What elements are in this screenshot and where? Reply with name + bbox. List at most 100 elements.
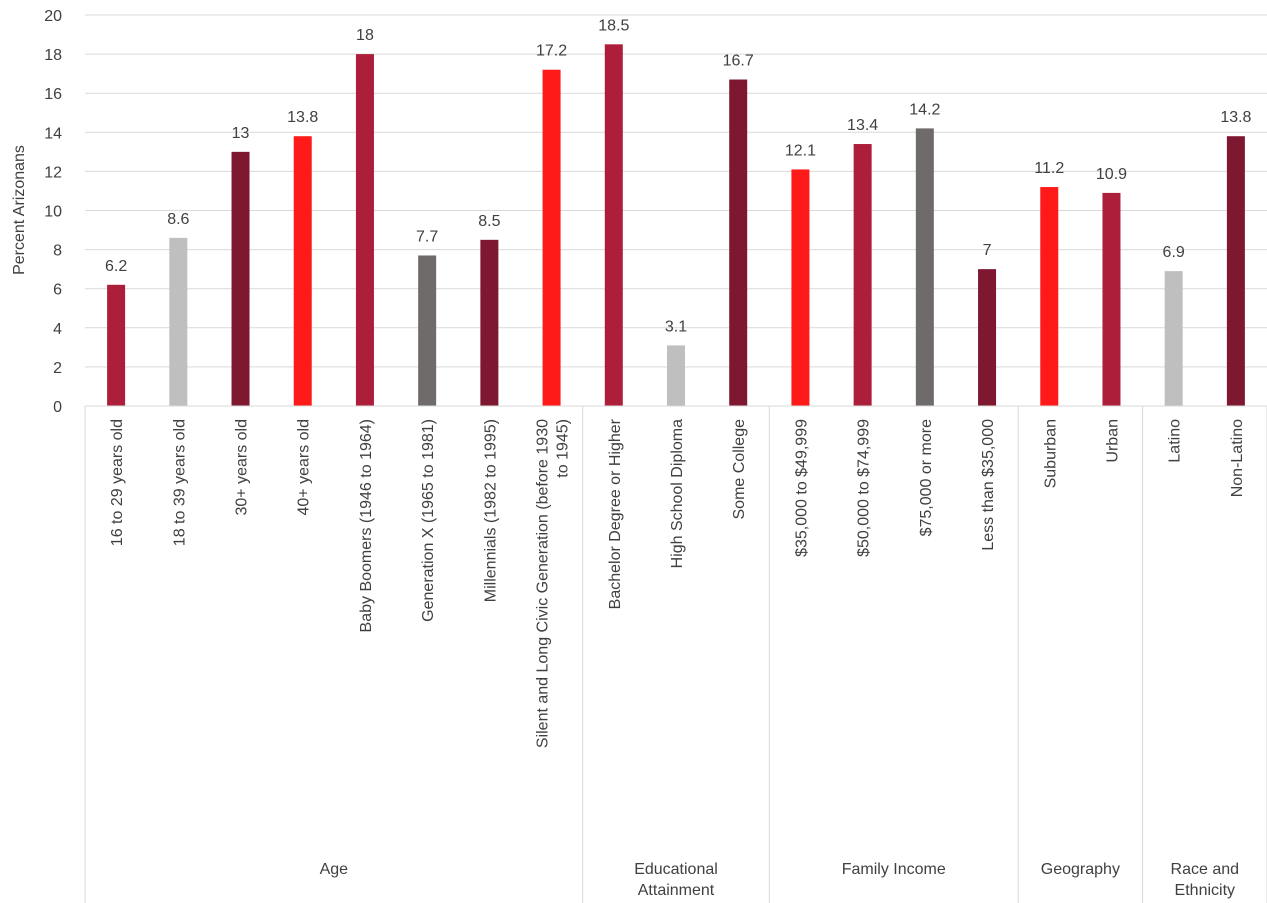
category-label: Silent and Long Civic Generation (before… xyxy=(535,419,572,748)
group-label: Geography xyxy=(1041,861,1120,878)
data-label: 6.9 xyxy=(1163,244,1185,261)
bar xyxy=(542,69,561,407)
group-label: Attainment xyxy=(638,882,715,899)
data-label: 7 xyxy=(983,242,992,259)
category-label: 18 to 39 years old xyxy=(171,419,188,546)
y-tick-label: 8 xyxy=(53,243,62,260)
data-label: 8.5 xyxy=(478,213,500,230)
data-label: 10.9 xyxy=(1096,166,1127,183)
bar xyxy=(1102,192,1121,406)
category-label: Suburban xyxy=(1042,419,1059,488)
category-label-line: 30+ years old xyxy=(234,419,251,516)
group-label: Race and xyxy=(1171,861,1240,878)
bar xyxy=(1164,271,1183,406)
bar xyxy=(915,128,934,406)
y-tick-label: 6 xyxy=(53,282,62,299)
y-tick-label: 14 xyxy=(44,125,62,142)
data-label: 8.6 xyxy=(167,211,189,228)
category-label-line: Baby Boomers (1946 to 1964) xyxy=(358,419,375,632)
category-label: Less than $35,000 xyxy=(980,419,997,551)
bar xyxy=(169,237,188,406)
bar xyxy=(853,144,872,406)
group-label: Ethnicity xyxy=(1175,882,1235,899)
y-tick-label: 20 xyxy=(44,8,62,25)
data-label: 17.2 xyxy=(536,43,567,60)
category-label: $35,000 to $49,999 xyxy=(793,419,810,557)
data-label: 16.7 xyxy=(723,53,754,70)
data-label: 13 xyxy=(232,125,250,142)
gridlines xyxy=(85,14,1267,368)
data-label: 13.4 xyxy=(847,117,878,134)
bar xyxy=(791,169,810,406)
category-label-line: Less than $35,000 xyxy=(980,419,997,551)
category-label: Non-Latino xyxy=(1229,419,1246,497)
category-label: Baby Boomers (1946 to 1964) xyxy=(358,419,375,632)
category-label-line: Urban xyxy=(1104,419,1121,463)
data-label: 12.1 xyxy=(785,142,816,159)
category-label: $50,000 to $74,999 xyxy=(856,419,873,557)
category-label-line: Bachelor Degree or Higher xyxy=(607,418,624,609)
category-label: Bachelor Degree or Higher xyxy=(607,418,624,609)
bar xyxy=(480,239,499,406)
category-label-line: High School Diploma xyxy=(669,419,686,569)
y-tick-label: 12 xyxy=(44,164,62,181)
bar xyxy=(667,345,685,406)
category-label-line: Non-Latino xyxy=(1229,419,1246,497)
y-tick-label: 18 xyxy=(44,47,62,64)
category-label-line: $35,000 to $49,999 xyxy=(793,419,810,557)
category-label: Generation X (1965 to 1981) xyxy=(420,419,437,622)
category-label-line: Latino xyxy=(1167,419,1184,463)
category-label-line: to 1945) xyxy=(555,419,572,478)
bar xyxy=(978,269,997,406)
axis-lines xyxy=(84,405,1267,903)
category-label: 16 to 29 years old xyxy=(109,419,126,546)
category-label: High School Diploma xyxy=(669,419,686,569)
data-labels: 6.2 8.6 13 13.8 18 7.7 8.5 17.2 18.5 3.1 16.7 12.1 1… xyxy=(105,17,1252,335)
y-tick-label: 0 xyxy=(53,399,62,416)
data-label: 13.8 xyxy=(287,109,318,126)
data-label: 11.2 xyxy=(1034,160,1064,177)
bar xyxy=(604,44,623,406)
y-axis-label: Percent Arizonans xyxy=(11,145,28,275)
y-tick-label: 4 xyxy=(53,321,62,338)
category-label-line: $50,000 to $74,999 xyxy=(856,419,873,557)
category-label-line: Millennials (1982 to 1995) xyxy=(482,419,499,602)
data-label: 13.8 xyxy=(1220,109,1251,126)
category-label-line: Generation X (1965 to 1981) xyxy=(420,419,437,622)
category-label: 30+ years old xyxy=(234,419,251,516)
bar xyxy=(355,54,374,406)
data-label: 6.2 xyxy=(105,258,127,275)
group-labels: Age Educational Attainment Family Income Geo… xyxy=(320,861,1239,899)
bars xyxy=(107,44,1245,407)
y-tick-label: 2 xyxy=(53,360,62,377)
group-label: Age xyxy=(320,861,349,878)
category-label-line: 18 to 39 years old xyxy=(171,419,188,546)
bar xyxy=(418,255,437,406)
y-tick-label: 10 xyxy=(44,204,62,221)
category-label-line: Suburban xyxy=(1042,419,1059,488)
data-label: 18 xyxy=(356,27,374,44)
group-label: Educational xyxy=(634,861,718,878)
y-tick-label: 16 xyxy=(44,86,62,103)
category-label-line: Some College xyxy=(731,419,748,520)
data-label: 18.5 xyxy=(598,17,629,34)
group-label: Family Income xyxy=(842,861,946,878)
bar xyxy=(729,79,748,406)
data-label: 14.2 xyxy=(909,101,940,118)
category-label: 40+ years old xyxy=(296,419,313,516)
bar xyxy=(231,151,250,406)
data-label: 3.1 xyxy=(665,318,687,335)
category-label: $75,000 or more xyxy=(918,419,935,537)
data-label: 7.7 xyxy=(416,228,438,245)
bar xyxy=(1226,136,1245,406)
bar xyxy=(293,136,312,406)
bar xyxy=(107,284,126,406)
bar xyxy=(1040,187,1059,406)
category-label-line: 16 to 29 years old xyxy=(109,419,126,546)
category-label-line: 40+ years old xyxy=(296,419,313,516)
category-label: Millennials (1982 to 1995) xyxy=(482,419,499,602)
category-label: Some College xyxy=(731,419,748,520)
y-axis-tick-labels: 0 2 4 6 8 10 12 14 16 18 20 xyxy=(44,8,62,416)
category-label: Urban xyxy=(1104,419,1121,463)
